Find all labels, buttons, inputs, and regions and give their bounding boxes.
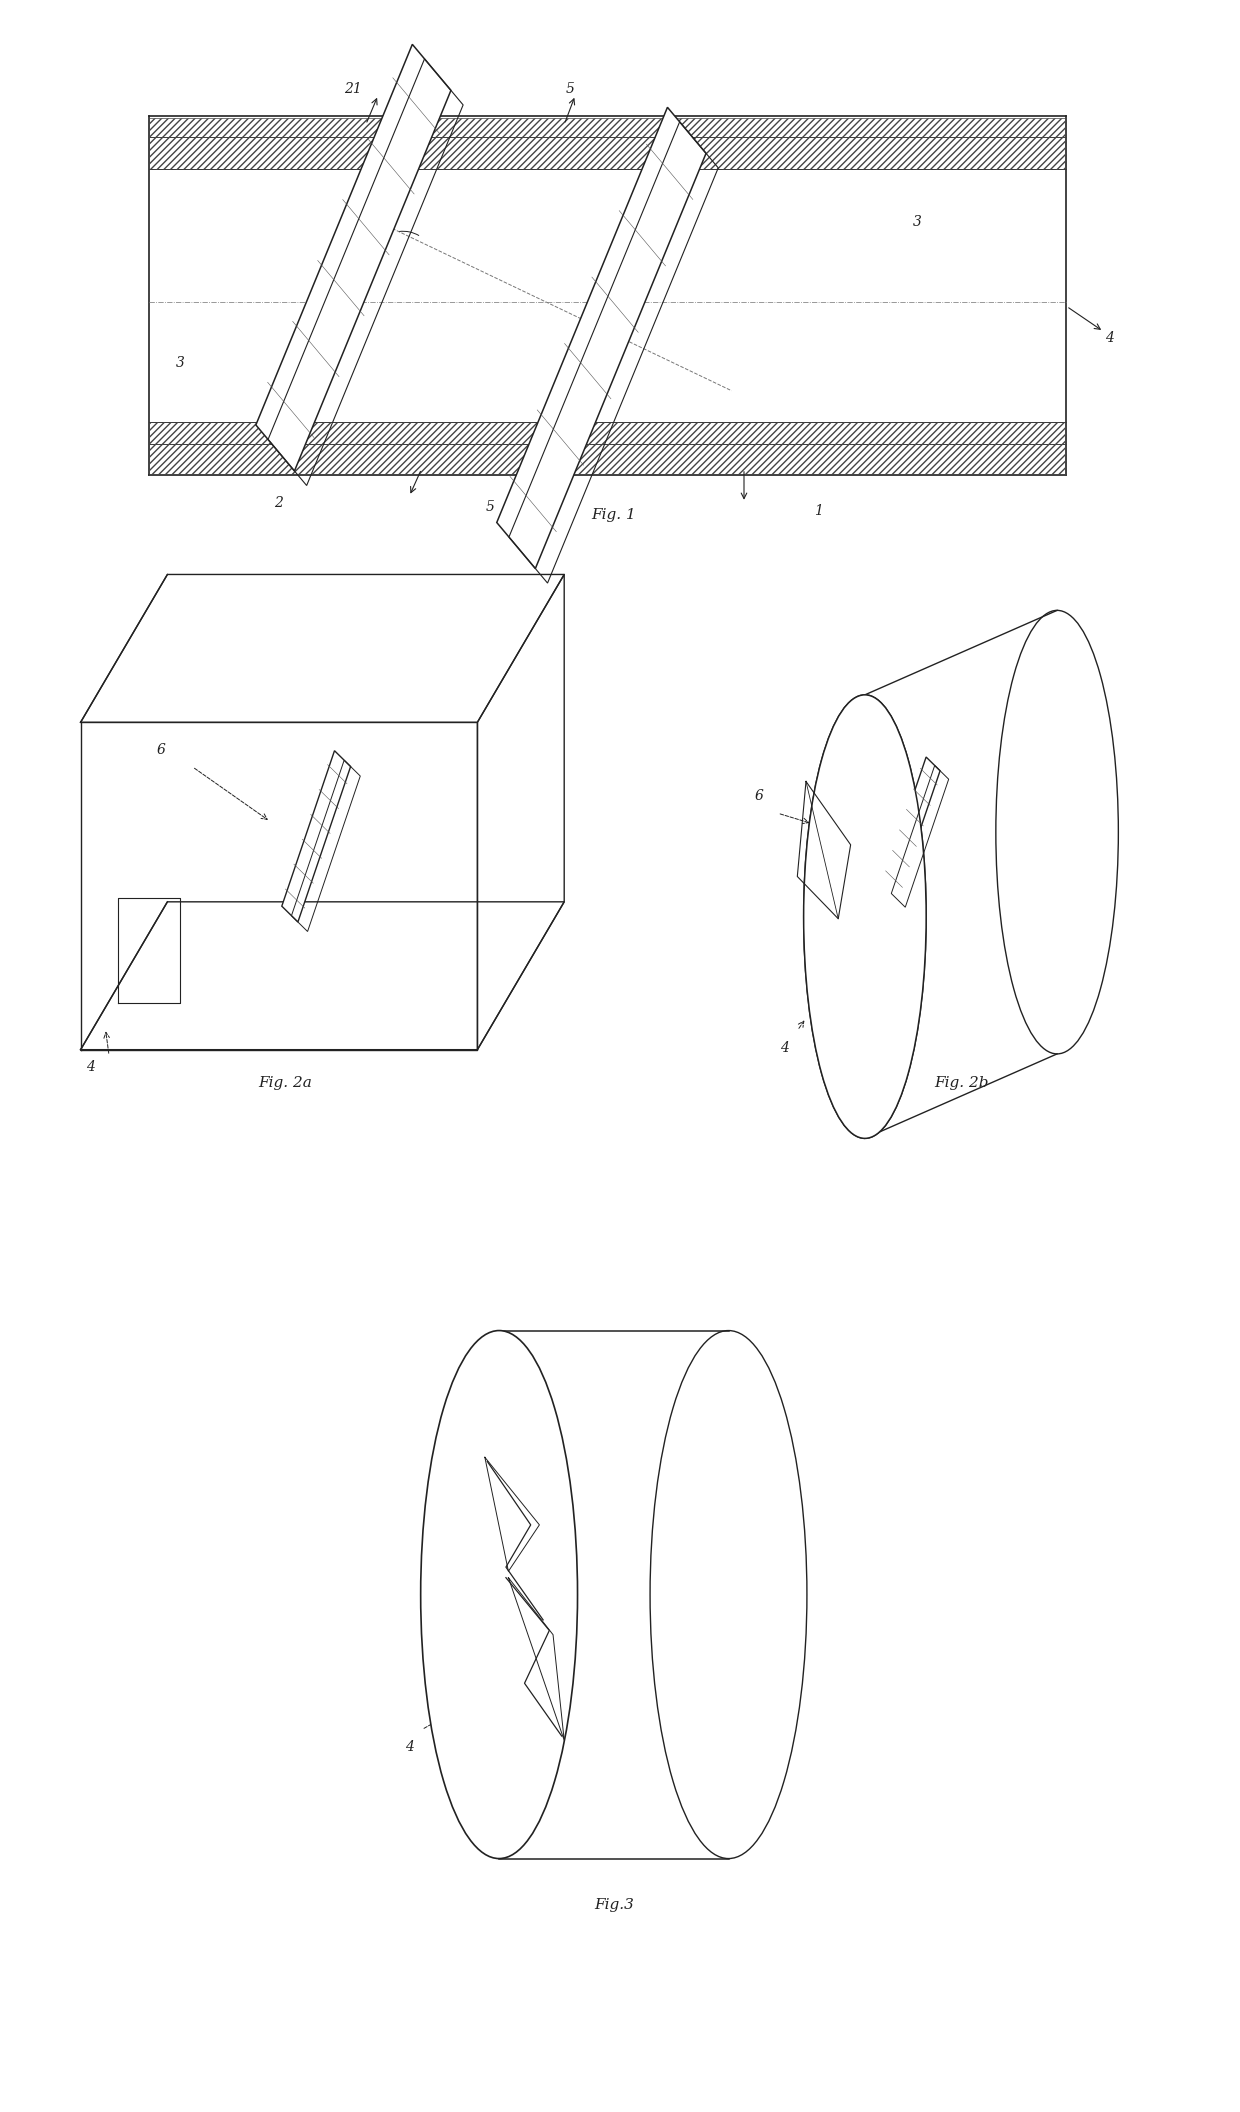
Polygon shape: [497, 108, 706, 568]
Text: 5: 5: [485, 501, 495, 513]
Bar: [149, 118, 1066, 137]
Text: 6: 6: [156, 743, 166, 756]
Text: 4: 4: [404, 1740, 414, 1753]
Text: 2: 2: [274, 496, 284, 509]
Text: Fig. 2b: Fig. 2b: [934, 1077, 988, 1090]
Text: 3: 3: [175, 357, 185, 370]
Text: 4: 4: [1105, 332, 1115, 344]
Text: 21: 21: [345, 82, 362, 95]
Text: 8: 8: [615, 262, 625, 275]
Bar: [149, 444, 1066, 475]
Ellipse shape: [996, 610, 1118, 1054]
Text: Fig.3: Fig.3: [594, 1899, 634, 1911]
Text: 5: 5: [565, 82, 575, 95]
Bar: [149, 422, 1066, 444]
Text: 3: 3: [913, 215, 923, 228]
Text: 4: 4: [86, 1060, 95, 1073]
Polygon shape: [883, 756, 940, 900]
Polygon shape: [255, 44, 451, 471]
Text: 1: 1: [813, 505, 823, 517]
Text: Fig. 1: Fig. 1: [591, 509, 636, 522]
Bar: [149, 137, 1066, 169]
Text: 6: 6: [754, 790, 764, 803]
Ellipse shape: [650, 1331, 807, 1859]
Polygon shape: [281, 750, 351, 923]
Ellipse shape: [420, 1331, 578, 1859]
Text: Fig. 2a: Fig. 2a: [258, 1077, 312, 1090]
Text: 4: 4: [780, 1041, 790, 1054]
Ellipse shape: [804, 695, 926, 1138]
Ellipse shape: [804, 695, 926, 1138]
